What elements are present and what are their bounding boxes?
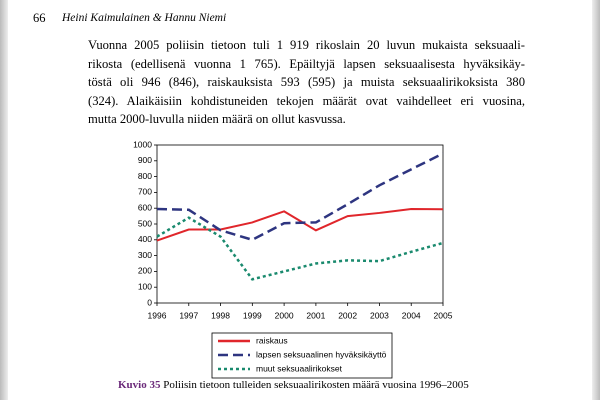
series-line bbox=[156, 207, 444, 242]
y-tick-label: 1000 bbox=[133, 139, 152, 149]
page-number: 66 bbox=[33, 11, 46, 25]
y-tick-label: 100 bbox=[138, 281, 152, 291]
running-header: Heini Kaimulainen & Hannu Niemi bbox=[62, 12, 227, 24]
text-line: rikosta (edellisenä vuonna 1 765). Epäil… bbox=[88, 56, 525, 71]
y-tick-label: 300 bbox=[138, 250, 152, 260]
legend-label: raiskaus bbox=[256, 335, 288, 345]
y-tick-label: 400 bbox=[138, 234, 152, 244]
x-tick-label: 2003 bbox=[370, 310, 389, 320]
y-tick-label: 700 bbox=[138, 187, 152, 197]
y-tick-label: 500 bbox=[138, 218, 152, 228]
text-line: mutta 2000-luvulla niiden määrä on ollut… bbox=[88, 112, 346, 126]
x-tick-label: 2000 bbox=[275, 310, 294, 320]
x-tick-label: 1998 bbox=[211, 310, 230, 320]
x-tick-label: 2005 bbox=[434, 310, 453, 320]
y-tick-label: 200 bbox=[138, 266, 152, 276]
x-tick-label: 1999 bbox=[243, 310, 262, 320]
page-edge bbox=[0, 0, 8, 400]
legend-label: muut seksuaalirikokset bbox=[256, 363, 343, 373]
series-line bbox=[156, 152, 444, 242]
y-tick-label: 600 bbox=[138, 202, 152, 212]
x-tick-label: 1996 bbox=[148, 310, 167, 320]
text-line: Vuonna 2005 poliisin tietoon tuli 1 919 … bbox=[88, 38, 525, 52]
x-tick-label: 2004 bbox=[402, 310, 421, 320]
text-line: töstä oli 946 (846), raiskauksista 593 (… bbox=[88, 75, 525, 89]
x-tick-label: 1997 bbox=[179, 310, 198, 320]
x-tick-label: 2001 bbox=[306, 310, 325, 320]
text-line: (324). Alaikäisiin kohdistuneiden tekoje… bbox=[88, 93, 525, 108]
y-tick-label: 900 bbox=[138, 155, 152, 165]
x-tick-label: 2002 bbox=[338, 310, 357, 320]
y-tick-label: 800 bbox=[138, 171, 152, 181]
series-line bbox=[156, 216, 444, 281]
caption: Kuvio 35 Poliisin tietoon tulleiden seks… bbox=[118, 379, 469, 391]
legend-label: lapsen seksuaalinen hyväksikäyttö bbox=[256, 349, 387, 359]
y-tick-label: 0 bbox=[147, 297, 152, 307]
caption-text: Poliisin tietoon tulleiden seksuaaliriko… bbox=[163, 379, 469, 391]
caption-label: Kuvio 35 bbox=[118, 379, 161, 391]
